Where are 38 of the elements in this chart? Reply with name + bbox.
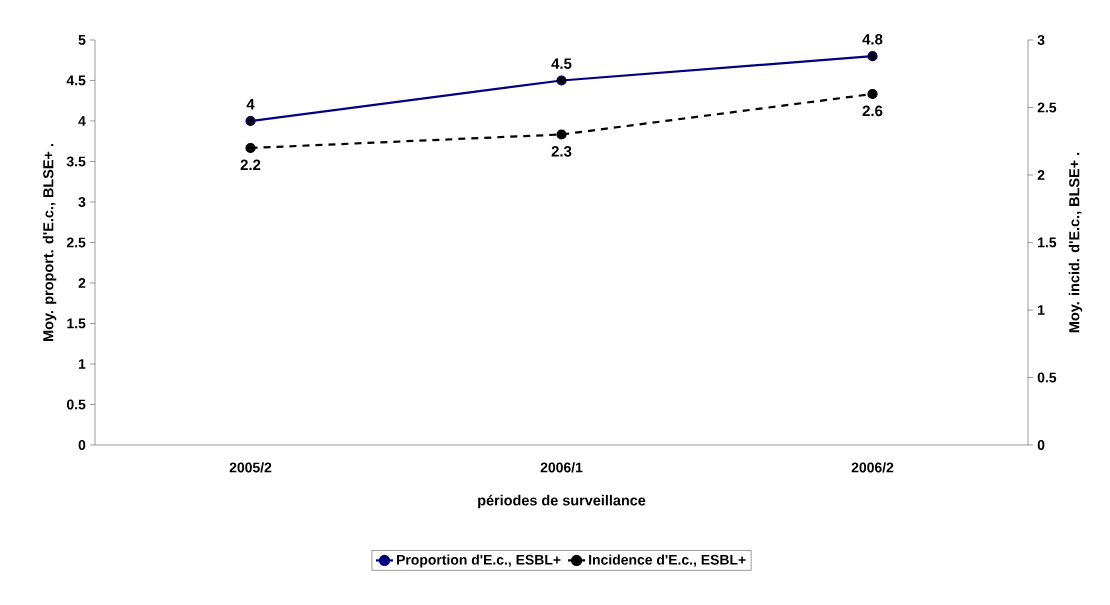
- point: [245, 115, 256, 127]
- y-tick-label: 0.5: [66, 399, 86, 410]
- y2-tick-label: 2: [1037, 170, 1045, 180]
- x-axis-title: périodes de surveillance: [478, 494, 646, 509]
- y2-tick-label: 3: [1037, 35, 1045, 45]
- point: [245, 142, 256, 154]
- data-label: 2.3: [551, 146, 572, 157]
- data-label: 4: [246, 99, 255, 110]
- legend-label: Proportion d'E.c., ESBL+: [397, 554, 561, 568]
- y-tick-label: 1.5: [67, 318, 86, 329]
- y-axis-title: Moy. proport. d'E.c., BLSE+ .: [42, 144, 57, 341]
- y-tick-label: 3: [78, 197, 86, 207]
- y2-tick-label: 1.5: [1038, 237, 1057, 248]
- point: [867, 88, 878, 100]
- y-tick-label: 0: [78, 440, 86, 450]
- y-tick-label: 1: [78, 359, 86, 369]
- point: [556, 75, 567, 86]
- data-label: 2.2: [240, 159, 261, 170]
- y-tick-label: 2: [78, 278, 86, 288]
- y2-tick-label: 1: [1038, 305, 1045, 315]
- y2-axis-title: Moy. incid. d'E.c., BLSE+ .: [1068, 152, 1083, 333]
- y2-tick-label: 0: [1037, 440, 1045, 450]
- x-tick-label: 2006/1: [540, 462, 583, 473]
- data-label: 2.6: [862, 105, 883, 117]
- y-tick-label: 2.5: [66, 237, 86, 248]
- x-tick-label: 2006/2: [851, 462, 894, 473]
- point: [867, 51, 878, 62]
- y-tick-label: 4.5: [66, 75, 86, 86]
- point: [556, 129, 567, 140]
- y-tick-label: 5: [78, 35, 86, 45]
- data-label: 4.5: [551, 58, 572, 69]
- y2-tick-label: 2.5: [1037, 102, 1057, 113]
- x-tick-label: 2005/2: [229, 462, 272, 473]
- data-label: 4.8: [862, 34, 883, 45]
- y2-tick-label: 0.5: [1037, 372, 1057, 383]
- y-tick-label: 4: [78, 116, 86, 126]
- y-tick-label: 3.5: [66, 156, 86, 167]
- legend-label: Incidence d'E.c., ESBL+: [589, 554, 746, 567]
